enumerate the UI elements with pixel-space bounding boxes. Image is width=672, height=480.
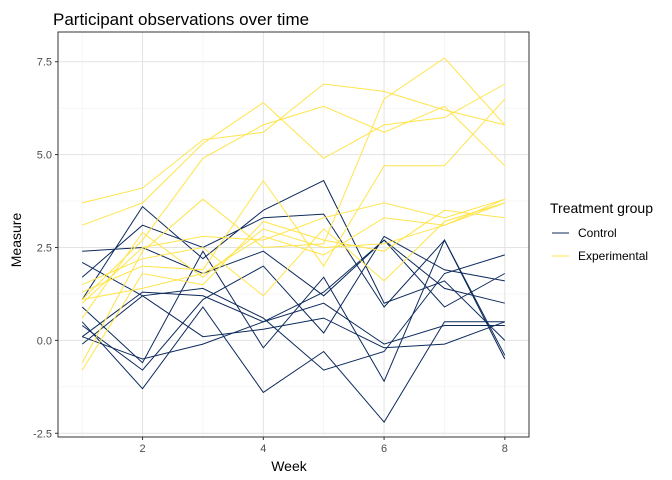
control-series-line (82, 181, 505, 341)
experimental-series-line (82, 106, 505, 299)
experimental-series-line (82, 58, 505, 363)
control-series-line (82, 262, 505, 347)
chart-title: Participant observations over time (53, 10, 309, 29)
plot-panel (58, 32, 529, 437)
control-series-line (82, 307, 505, 422)
y-tick-label: 7.5 (37, 57, 52, 69)
y-tick-label: 5.0 (37, 150, 52, 162)
x-tick-label: 2 (139, 443, 145, 455)
x-tick-label: 8 (502, 443, 508, 455)
legend-label-experimental: Experimental (578, 249, 648, 263)
experimental-series-line (82, 84, 505, 203)
panel-border (58, 32, 529, 437)
y-tick-label: 0.0 (37, 335, 52, 347)
x-axis-title: Week (271, 458, 308, 474)
y-tick-label: 2.5 (37, 243, 52, 255)
y-axis-title: Measure (8, 213, 24, 268)
legend: Treatment group Control Experimental (550, 200, 653, 263)
y-tick-label: -2.5 (33, 428, 52, 440)
legend-title: Treatment group (550, 200, 653, 216)
legend-label-control: Control (578, 226, 617, 240)
x-tick-label: 4 (260, 443, 266, 455)
control-series-line (82, 240, 505, 381)
x-tick-label: 6 (381, 443, 387, 455)
